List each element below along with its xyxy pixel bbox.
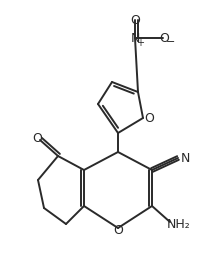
Text: O: O <box>159 31 169 44</box>
Text: O: O <box>32 133 42 146</box>
Text: N: N <box>130 31 140 44</box>
Text: −: − <box>166 37 176 47</box>
Text: N: N <box>180 151 190 164</box>
Text: O: O <box>144 111 154 124</box>
Text: NH₂: NH₂ <box>167 218 191 231</box>
Text: O: O <box>130 14 140 27</box>
Text: O: O <box>113 224 123 237</box>
Text: +: + <box>136 38 144 48</box>
